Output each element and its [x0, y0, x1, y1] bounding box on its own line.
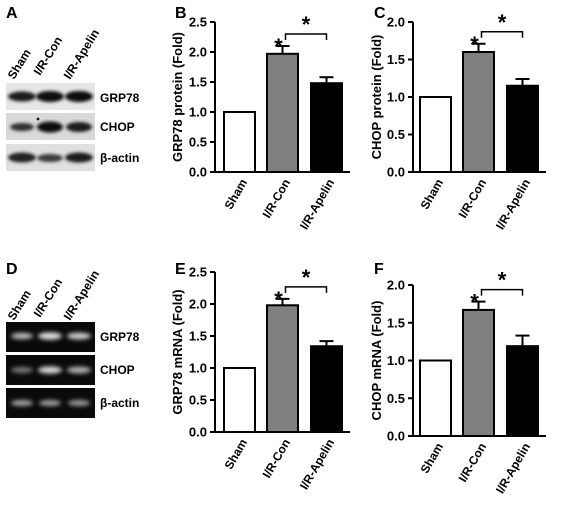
y-tick-label: 0.0 [189, 425, 207, 440]
significance-star: * [498, 268, 507, 293]
gel-lane-label-ir-con: I/R-Con [31, 276, 65, 320]
y-axis-label: CHOP protein (Fold) [369, 35, 384, 160]
y-tick-label: 2.5 [189, 15, 207, 30]
y-tick-label: 0.5 [189, 393, 207, 408]
x-tick-label: I/R-Apelin [297, 177, 337, 232]
y-tick-label: 0.0 [387, 429, 405, 444]
x-tick-label: Sham [418, 177, 446, 212]
y-tick-label: 1.0 [189, 361, 207, 376]
y-tick-label: 0.5 [387, 391, 405, 406]
bar-sham [419, 359, 452, 437]
x-tick-label: I/R-Apelin [493, 441, 533, 496]
y-tick-label: 1.5 [387, 52, 405, 67]
blot-strip-beta-actin [6, 144, 95, 171]
y-tick-label: 0.0 [387, 165, 405, 180]
blot-lane-label-ir-apelin: I/R-Apelin [61, 27, 103, 82]
gel-row-label-chop: CHOP [100, 363, 135, 377]
gel-strip-grp78 [6, 322, 95, 352]
blot-row-label-beta-actin: β-actin [100, 151, 139, 165]
panel-letter-b: B [175, 5, 187, 22]
gel-strip-chop [6, 355, 95, 385]
y-tick-label: 0.5 [189, 135, 207, 150]
y-tick-label: 1.0 [387, 353, 405, 368]
y-tick-label: 1.0 [189, 105, 207, 120]
blot-strip-chop [6, 113, 95, 140]
bar-i-r-con [266, 304, 299, 433]
bar-chart-grp78-protein: 0.0 0.5 1.0 1.5 2.0 2.5 GRP78 protein (Fold) Sh… [170, 12, 350, 232]
y-tick-label: 0.0 [189, 165, 207, 180]
bar-sham [223, 367, 256, 433]
y-tick-label: 2.0 [387, 15, 405, 30]
x-tick-label: I/R-Apelin [297, 437, 337, 492]
bar-i-r-con [266, 52, 299, 173]
x-tick-label: Sham [418, 441, 446, 476]
y-tick-label: 1.5 [189, 329, 207, 344]
gel-lane-label-sham: Sham [5, 287, 34, 322]
bar-i-r-con [462, 51, 495, 173]
bar-sham [419, 96, 452, 173]
x-tick-label: Sham [222, 177, 250, 212]
y-tick-label: 2.0 [189, 297, 207, 312]
bar-i-r-apelin [506, 84, 539, 173]
significance-star: * [274, 34, 283, 59]
significance-bracket [284, 286, 328, 293]
blot-lane-label-ir-con: I/R-Con [31, 34, 65, 78]
x-tick-label: I/R-Apelin [493, 177, 533, 232]
bar-i-r-apelin [310, 345, 343, 433]
y-tick-label: 0.5 [387, 127, 405, 142]
x-tick-label: Sham [222, 437, 250, 472]
bar-i-r-con [462, 308, 495, 438]
blot-strip-grp78 [6, 83, 95, 110]
y-axis-label: GRP78 protein (Fold) [170, 32, 185, 162]
blot-lane-label-sham: Sham [5, 46, 34, 81]
x-tick-label: I/R-Con [456, 177, 489, 221]
significance-bracket [480, 31, 524, 38]
panel-letter-e: E [175, 261, 186, 278]
y-tick-label: 1.5 [189, 75, 207, 90]
significance-bracket [480, 288, 524, 296]
gel-lane-label-ir-apelin: I/R-Apelin [61, 268, 103, 323]
bar-sham [223, 111, 256, 173]
pcr-gel-panel: Sham I/R-Con I/R-Apelin GRP78 CHOP β-act… [5, 268, 140, 418]
bar-i-r-apelin [310, 82, 343, 173]
significance-star: * [302, 12, 311, 37]
x-tick-label: I/R-Con [260, 437, 293, 481]
gel-strip-beta-actin [6, 388, 95, 418]
y-tick-label: 1.0 [387, 90, 405, 105]
significance-star: * [498, 10, 507, 35]
y-tick-label: 1.5 [387, 315, 405, 330]
panel-letter-a: A [6, 5, 18, 22]
y-tick-label: 2.5 [189, 265, 207, 280]
x-tick-label: I/R-Con [260, 177, 293, 221]
significance-star: * [470, 290, 479, 315]
significance-star: * [470, 32, 479, 57]
gel-row-label-grp78: GRP78 [100, 330, 140, 344]
significance-star: * [274, 287, 283, 312]
panel-letter-d: D [6, 261, 18, 278]
panel-letter-c: C [374, 5, 386, 22]
western-blot-panel: Sham I/R-Con I/R-Apelin GRP78 CHOP β-act… [5, 27, 140, 171]
blot-row-label-chop: CHOP [100, 120, 135, 134]
blot-row-label-grp78: GRP78 [100, 91, 140, 105]
bar-chart-grp78-mrna: 0.0 0.5 1.0 1.5 2.0 2.5 GRP78 mRNA (Fold) Sham I… [170, 265, 350, 492]
gel-row-label-beta-actin: β-actin [100, 396, 139, 410]
y-tick-label: 2.0 [189, 45, 207, 60]
y-axis-label: CHOP mRNA (Fold) [369, 301, 384, 421]
panel-letter-f: F [374, 261, 384, 278]
x-tick-label: I/R-Con [456, 441, 489, 485]
y-axis-label: GRP78 mRNA (Fold) [170, 289, 185, 414]
significance-star: * [302, 265, 311, 290]
y-tick-label: 2.0 [387, 278, 405, 293]
significance-bracket [284, 33, 328, 40]
bar-i-r-apelin [506, 345, 539, 437]
